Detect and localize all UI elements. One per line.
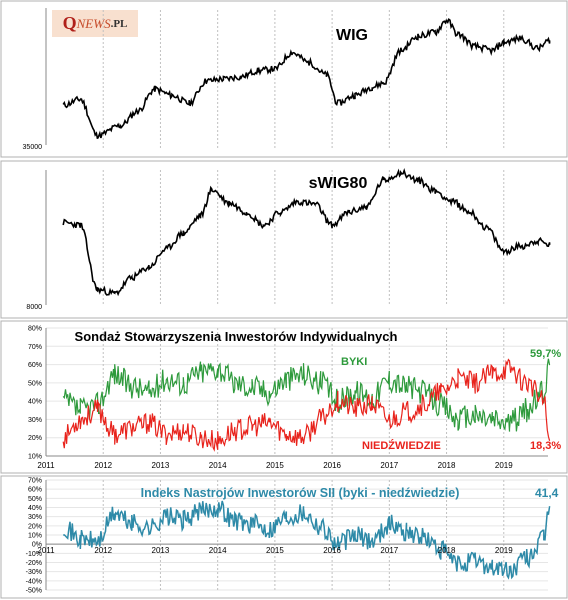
y-tick-label: 20%	[28, 523, 42, 530]
logo-news: NEWS	[76, 15, 111, 31]
y-tick-label: -50%	[26, 588, 42, 595]
index-panel-frame	[0, 475, 568, 599]
x-tick-label: 2017	[380, 461, 398, 470]
x-tick-label: 2013	[152, 461, 170, 470]
bears-legend-label: NIEDŹWIEDZIE	[362, 439, 441, 452]
y-tick-label: 60%	[28, 487, 42, 494]
swig-title: sWIG80	[309, 175, 368, 192]
swig-series-line	[62, 168, 551, 297]
y-tick-label: -40%	[26, 578, 42, 585]
x-tick-label: 2018	[438, 461, 456, 470]
x-tick-label: 2014	[209, 546, 227, 555]
index-last-value: 41,4	[535, 486, 559, 500]
y-tick-label: 50%	[28, 496, 42, 503]
index-gridlines	[46, 479, 548, 591]
survey-y-tick-labels: 10% 20% 30% 40% 50% 60% 70% 80%	[28, 326, 42, 461]
x-tick-label: 2012	[94, 461, 112, 470]
wig-panel-frame	[0, 0, 568, 158]
x-tick-label: 2019	[495, 546, 513, 555]
y-tick-label: -20%	[26, 560, 42, 567]
x-tick-label: 2015	[266, 461, 284, 470]
swig-gridlines	[102, 170, 505, 306]
qnews-logo: Q NEWS .PL	[52, 10, 138, 37]
bulls-last-value: 59,7%	[530, 348, 561, 360]
index-x-tick-labels: 2011 2012 2013 2014 2015 2016 2017 2018 2019	[37, 546, 513, 555]
y-tick-label: -10%	[26, 551, 42, 558]
wig-title: WIG	[336, 27, 368, 44]
x-tick-label: 2012	[94, 546, 112, 555]
y-tick-label: 0%	[32, 542, 42, 549]
y-tick-label: 80%	[28, 326, 42, 333]
x-tick-label: 2014	[209, 461, 227, 470]
y-tick-label: 40%	[28, 399, 42, 406]
index-title: Indeks Nastrojów Inwestorów SII (byki - …	[141, 486, 460, 500]
y-tick-label: 10%	[28, 533, 42, 540]
wig-series-line	[62, 18, 551, 140]
x-tick-label: 2017	[380, 546, 398, 555]
wig-gridlines	[102, 10, 505, 148]
survey-panel-frame	[0, 320, 568, 474]
x-tick-label: 2013	[152, 546, 170, 555]
x-tick-label: 2016	[323, 546, 341, 555]
y-tick-label: 70%	[28, 478, 42, 485]
x-tick-label: 2019	[495, 461, 513, 470]
y-tick-label: -30%	[26, 569, 42, 576]
swig-panel-frame	[0, 160, 568, 319]
x-tick-label: 2018	[438, 546, 456, 555]
bulls-legend-label: BYKI	[341, 356, 367, 368]
y-tick-label: 30%	[28, 514, 42, 521]
y-tick-label: 70%	[28, 344, 42, 351]
logo-pl: .PL	[110, 17, 128, 30]
logo-q: Q	[62, 13, 77, 33]
y-tick-label: 10%	[28, 454, 42, 461]
x-tick-label: 2016	[323, 461, 341, 470]
survey-title: Sondaż Stowarzyszenia Inwestorów Indywid…	[75, 329, 398, 344]
x-tick-label: 2011	[37, 546, 55, 555]
y-tick-label: 50%	[28, 380, 42, 387]
y-tick-label: 60%	[28, 362, 42, 369]
y-tick-label: 40%	[28, 505, 42, 512]
wig-min-label: 35000	[23, 144, 43, 151]
bears-series-line	[62, 358, 551, 452]
index-y-tick-labels: -50% -40% -30% -20% -10% 0% 10% 20% 30% 40% 50% 60%…	[26, 478, 42, 595]
bears-last-value: 18,3%	[530, 440, 561, 452]
y-tick-label: 20%	[28, 435, 42, 442]
y-tick-label: 30%	[28, 417, 42, 424]
x-tick-label: 2015	[266, 546, 284, 555]
x-tick-label: 2011	[37, 461, 55, 470]
swig-min-label: 8000	[26, 304, 42, 311]
index-series-line	[63, 500, 551, 580]
bulls-series-line	[62, 358, 551, 432]
survey-x-tick-labels: 2011 2012 2013 2014 2015 2016 2017 2018 2019	[37, 461, 513, 470]
